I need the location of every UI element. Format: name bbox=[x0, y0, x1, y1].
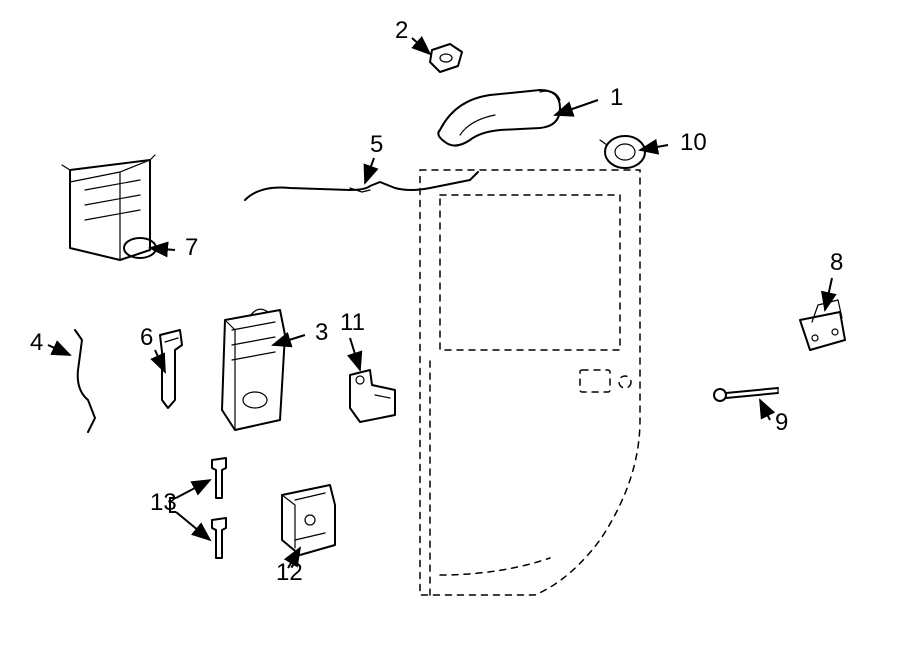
callout-arrow-2 bbox=[412, 38, 430, 54]
part-7 bbox=[62, 155, 156, 260]
callout-label-10: 10 bbox=[680, 129, 707, 156]
part-11 bbox=[350, 370, 395, 422]
parts-diagram: 12345678910111213 bbox=[0, 0, 900, 661]
callout-label-1: 1 bbox=[610, 84, 623, 111]
part-1 bbox=[438, 90, 560, 146]
part-9 bbox=[714, 388, 778, 401]
part-2 bbox=[430, 44, 462, 72]
callout-arrow-11 bbox=[350, 338, 360, 370]
callout-label-13: 13 bbox=[150, 489, 177, 516]
callout-arrow-8 bbox=[825, 278, 832, 310]
part-8 bbox=[800, 300, 845, 350]
callout-arrow-6 bbox=[155, 350, 165, 372]
callout-arrow-3 bbox=[273, 335, 305, 345]
door-outline bbox=[420, 170, 640, 595]
callout-label-2: 2 bbox=[395, 17, 408, 44]
part-12 bbox=[282, 485, 335, 555]
part-13 bbox=[212, 458, 226, 558]
callout-arrow-13 bbox=[176, 480, 210, 498]
callout-label-5: 5 bbox=[370, 131, 383, 158]
callouts-layer: 12345678910111213 bbox=[30, 17, 843, 586]
callout-label-4: 4 bbox=[30, 329, 43, 356]
part-4 bbox=[75, 330, 95, 432]
part-5 bbox=[245, 172, 478, 200]
callout-label-11: 11 bbox=[340, 309, 365, 336]
callout-label-7: 7 bbox=[185, 234, 198, 261]
callout-label-12: 12 bbox=[276, 559, 303, 586]
callout-label-8: 8 bbox=[830, 249, 843, 276]
callout-arrow-5 bbox=[365, 158, 374, 183]
callout-arrow-4 bbox=[48, 345, 70, 355]
callout-arrow-1 bbox=[555, 100, 598, 115]
callout-label-6: 6 bbox=[140, 324, 153, 351]
part-3 bbox=[222, 309, 285, 430]
callout-label-9: 9 bbox=[775, 409, 788, 436]
callout-arrow-9 bbox=[760, 400, 770, 420]
part-10 bbox=[600, 136, 645, 168]
callout-label-3: 3 bbox=[315, 319, 328, 346]
callout-arrow-13-b bbox=[176, 512, 210, 540]
callout-arrow-7 bbox=[150, 248, 175, 250]
